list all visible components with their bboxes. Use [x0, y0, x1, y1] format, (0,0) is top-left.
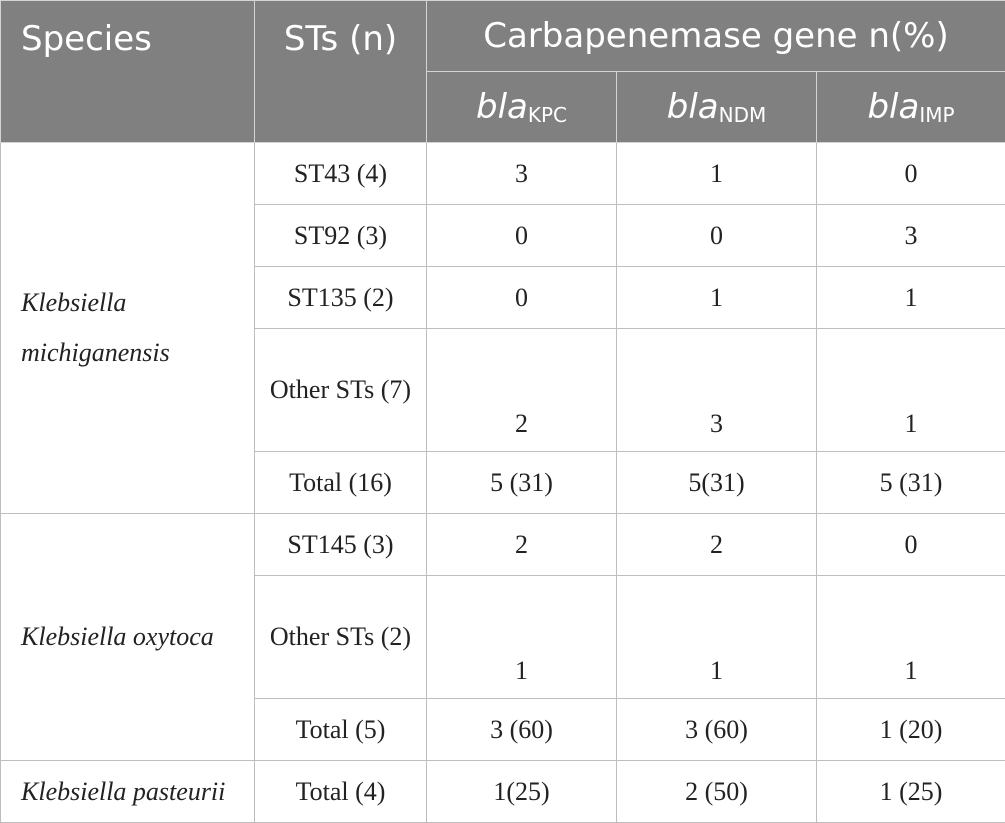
- species-cell: Klebsiella pasteurii: [1, 761, 255, 823]
- ndm-cell: 1: [617, 143, 817, 205]
- imp-cell: 0: [817, 514, 1005, 576]
- kpc-cell: 0: [427, 267, 617, 329]
- st-cell: Other STs (2): [255, 576, 427, 699]
- ndm-cell: 2: [617, 514, 817, 576]
- imp-cell: 0: [817, 143, 1005, 205]
- header-sts: STs (n): [255, 1, 427, 143]
- gene-sub: NDM: [719, 103, 767, 127]
- imp-cell: 1: [817, 576, 1005, 699]
- imp-cell: 1: [817, 329, 1005, 452]
- kpc-cell: 2: [427, 329, 617, 452]
- ndm-cell: 1: [617, 576, 817, 699]
- ndm-cell: 3: [617, 329, 817, 452]
- imp-cell: 1 (25): [817, 761, 1005, 823]
- st-cell: ST43 (4): [255, 143, 427, 205]
- gene-sub: IMP: [919, 103, 954, 127]
- gene-base: bla: [667, 87, 719, 127]
- st-cell: ST145 (3): [255, 514, 427, 576]
- kpc-cell: 0: [427, 205, 617, 267]
- imp-cell: 3: [817, 205, 1005, 267]
- ndm-cell: 0: [617, 205, 817, 267]
- kpc-cell: 1(25): [427, 761, 617, 823]
- species-cell: Klebsiella michiganensis: [1, 143, 255, 514]
- imp-cell: 1: [817, 267, 1005, 329]
- st-cell: Total (4): [255, 761, 427, 823]
- gene-base: bla: [867, 87, 919, 127]
- st-cell: ST135 (2): [255, 267, 427, 329]
- kpc-cell: 5 (31): [427, 452, 617, 514]
- ndm-cell: 5(31): [617, 452, 817, 514]
- header-carbapenemase: Carbapenemase gene n(%): [427, 1, 1005, 72]
- ndm-cell: 2 (50): [617, 761, 817, 823]
- header-gene-ndm: blaNDM: [617, 72, 817, 143]
- kpc-cell: 1: [427, 576, 617, 699]
- table-row: Klebsiella michiganensis ST43 (4) 3 1 0: [1, 143, 1005, 205]
- st-cell: Other STs (7): [255, 329, 427, 452]
- header-row-top: Species STs (n) Carbapenemase gene n(%): [1, 1, 1005, 72]
- gene-base: bla: [476, 87, 528, 127]
- ndm-cell: 3 (60): [617, 699, 817, 761]
- st-cell: Total (16): [255, 452, 427, 514]
- st-cell: ST92 (3): [255, 205, 427, 267]
- header-gene-kpc: blaKPC: [427, 72, 617, 143]
- header-gene-imp: blaIMP: [817, 72, 1005, 143]
- header-species: Species: [1, 1, 255, 143]
- kpc-cell: 2: [427, 514, 617, 576]
- species-cell: Klebsiella oxytoca: [1, 514, 255, 761]
- table-row: Klebsiella oxytoca ST145 (3) 2 2 0: [1, 514, 1005, 576]
- table-row: Klebsiella pasteurii Total (4) 1(25) 2 (…: [1, 761, 1005, 823]
- ndm-cell: 1: [617, 267, 817, 329]
- imp-cell: 5 (31): [817, 452, 1005, 514]
- kpc-cell: 3: [427, 143, 617, 205]
- imp-cell: 1 (20): [817, 699, 1005, 761]
- st-cell: Total (5): [255, 699, 427, 761]
- gene-sub: KPC: [528, 103, 567, 127]
- kpc-cell: 3 (60): [427, 699, 617, 761]
